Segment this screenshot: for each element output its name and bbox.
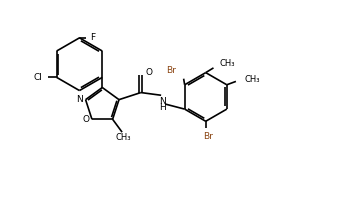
Text: CH₃: CH₃	[116, 133, 131, 142]
Text: O: O	[82, 115, 89, 124]
Text: Br: Br	[166, 66, 176, 75]
Text: Br: Br	[203, 132, 213, 141]
Text: N: N	[160, 97, 166, 106]
Text: N: N	[76, 95, 83, 104]
Text: F: F	[90, 33, 95, 42]
Text: Cl: Cl	[33, 73, 43, 82]
Text: CH₃: CH₃	[245, 75, 260, 84]
Text: H: H	[160, 103, 166, 112]
Text: O: O	[146, 68, 152, 77]
Text: CH₃: CH₃	[219, 59, 235, 68]
